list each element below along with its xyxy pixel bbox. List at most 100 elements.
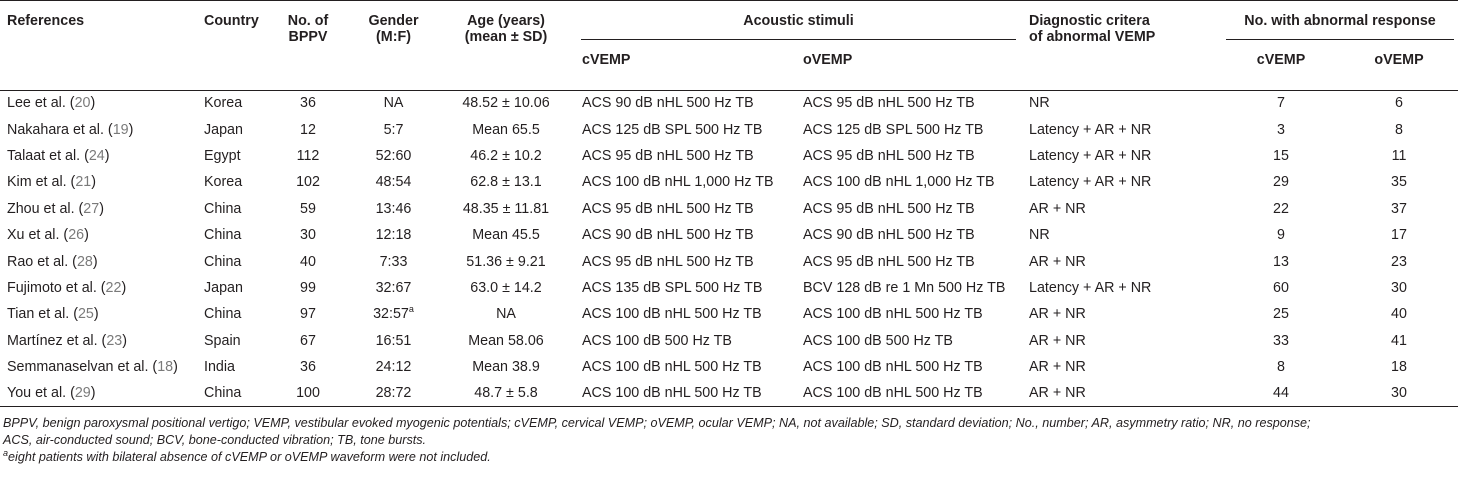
cell-diagnostic-criteria: NR [1029,227,1050,244]
cell-bppv: 99 [300,279,316,296]
citation-link[interactable]: 29 [74,385,91,402]
col-header-abn-ovemp: oVEMP [1374,52,1424,68]
table-row: Xu et al. (26) China 30 12:18 Mean 45.5 ACS 9… [0,222,1458,248]
cell-diagnostic-criteria: AR + NR [1022,380,1222,408]
cell-bppv: 40 [300,253,316,270]
cell-bppv: 36 [300,359,316,376]
cell-gender: 24:12 [375,359,412,376]
cell-age: NA [496,306,516,323]
cell-gender: 52:60 [375,147,412,164]
cell-cvemp-stimulus: ACS 95 dB nHL 500 Hz TB [582,200,754,217]
cell-country: Japan [204,121,243,138]
cell-ovemp-stimulus: ACS 100 dB nHL 500 Hz TB [803,359,983,376]
cell-abnormal-cvemp: 15 [1273,147,1289,164]
cell-country: India [204,359,236,376]
table-row: Semmanaselvan et al. (18) India 36 24:12 Mea… [0,354,1458,380]
table-row: Kim et al. (21) Korea 102 48:54 62.8 ± 13.1 A… [0,169,1458,195]
cell-ovemp-stimulus: ACS 100 dB nHL 500 Hz TB [803,306,983,323]
cell-cvemp-stimulus: ACS 100 dB nHL 500 Hz TB [582,306,762,323]
cell-ovemp-stimulus: ACS 95 dB nHL 500 Hz TB [803,147,975,164]
cell-abnormal-ovemp: 23 [1391,253,1407,270]
table-row: Nakahara et al. (19) Japan 12 5:7 Mean 65.5 A… [0,116,1458,142]
col-header-abn-cvemp: cVEMP [1256,52,1306,68]
citation-link[interactable]: 28 [76,253,93,270]
cell-age: Mean 58.06 [468,332,544,349]
cell-bppv: 112 [296,147,320,164]
cell-country: Korea [204,174,243,191]
cell-abnormal-ovemp: 41 [1391,332,1407,349]
cell-country: Korea [197,89,266,117]
cell-cvemp-stimulus: ACS 95 dB nHL 500 Hz TB [582,253,754,270]
cell-ovemp-stimulus: ACS 95 dB nHL 500 Hz TB [803,253,975,270]
cell-gender: 32:67 [375,279,412,296]
citation-link[interactable]: 22 [105,279,122,296]
cell-country: Egypt [204,147,241,164]
cell-reference: Semmanaselvan et al. (18) [7,359,178,376]
cell-cvemp-stimulus: ACS 100 dB 500 Hz TB [582,332,732,349]
col-header-references: References [7,13,85,29]
cell-reference: Kim et al. (21) [7,174,96,191]
citation-link[interactable]: 25 [77,306,94,323]
cell-bppv: 100 [266,380,350,408]
col-header-country: Country [204,13,259,29]
cell-gender: NA [350,89,437,117]
cell-cvemp-stimulus: ACS 100 dB nHL 500 Hz TB [582,359,762,376]
cell-cvemp-stimulus: ACS 100 dB nHL 500 Hz TB [575,380,796,408]
cell-abnormal-cvemp: 9 [1277,227,1285,244]
cell-abnormal-ovemp: 18 [1391,359,1407,376]
cell-gender: 28:72 [350,380,437,408]
cell-age: Mean 65.5 [472,121,540,138]
cell-reference: Martínez et al. (23) [7,332,127,349]
cell-ovemp-stimulus: ACS 90 dB nHL 500 Hz TB [803,227,975,244]
cell-diagnostic-criteria: Latency + AR + NR [1029,279,1152,296]
cell-abnormal-ovemp: 6 [1340,89,1458,117]
cell-reference: You et al. (29) [0,380,197,408]
cell-diagnostic-criteria: Latency + AR + NR [1029,174,1152,191]
cell-diagnostic-criteria: AR + NR [1029,253,1086,270]
cell-abnormal-ovemp: 30 [1391,279,1407,296]
col-header-abnormal-response: No. with abnormal response [1222,1,1458,40]
citation-link[interactable]: 24 [88,147,105,164]
cell-abnormal-ovemp: 30 [1340,380,1458,408]
cell-diagnostic-criteria: AR + NR [1029,200,1086,217]
cell-gender: 48:54 [375,174,412,191]
citation-link[interactable]: 26 [68,227,85,244]
cell-country: China [204,253,242,270]
table-body: Lee et al. (20) Korea 36 NA 48.52 ± 10.06 ACS… [0,89,1458,408]
cell-ovemp-stimulus: ACS 100 dB nHL 1,000 Hz TB [803,174,995,191]
cell-bppv: 36 [266,89,350,117]
cell-age: 48.35 ± 11.81 [462,200,550,217]
cell-ovemp-stimulus: ACS 125 dB SPL 500 Hz TB [803,121,984,138]
cell-country: China [204,227,242,244]
cell-bppv: 102 [296,174,320,191]
cell-abnormal-cvemp: 7 [1222,89,1340,117]
subheader-row: cVEMP oVEMP cVEMP oVEMP [0,40,1458,90]
table-row: Zhou et al. (27) China 59 13:46 48.35 ± 11.8… [0,196,1458,222]
citation-link[interactable]: 23 [106,332,123,349]
footnote-abbreviations-2: ACS, air-conducted sound; BCV, bone-cond… [3,433,427,448]
cell-reference: Talaat et al. (24) [7,147,110,164]
citation-link[interactable]: 21 [75,174,92,191]
cell-diagnostic-criteria: Latency + AR + NR [1029,121,1152,138]
cell-cvemp-stimulus: ACS 90 dB nHL 500 Hz TB [582,227,754,244]
col-header-stim-ovemp: oVEMP [803,52,853,68]
cell-age: 48.7 ± 5.8 [437,380,575,408]
col-header-diagnostic-criteria: Diagnostic critera of abnormal VEMP [1029,13,1156,45]
cell-ovemp-stimulus: ACS 95 dB nHL 500 Hz TB [796,89,1022,117]
cell-ovemp-stimulus: ACS 95 dB nHL 500 Hz TB [803,200,975,217]
cell-cvemp-stimulus: ACS 135 dB SPL 500 Hz TB [582,279,763,296]
citation-link[interactable]: 27 [83,200,100,217]
cell-bppv: 97 [300,306,316,323]
table-row: Rao et al. (28) China 40 7:33 51.36 ± 9.21 AC… [0,248,1458,274]
gender-footnote-marker: a [408,304,414,315]
cell-bppv: 12 [300,121,316,138]
col-header-age: Age (years) (mean ± SD) [464,13,548,45]
cell-reference: Xu et al. (26) [7,227,89,244]
cell-abnormal-ovemp: 8 [1395,121,1403,138]
cell-abnormal-cvemp: 29 [1273,174,1289,191]
citation-link[interactable]: 20 [74,95,91,112]
cell-abnormal-cvemp: 3 [1277,121,1285,138]
citation-link[interactable]: 18 [157,359,174,376]
citation-link[interactable]: 19 [112,121,129,138]
cell-country: China [197,380,266,408]
